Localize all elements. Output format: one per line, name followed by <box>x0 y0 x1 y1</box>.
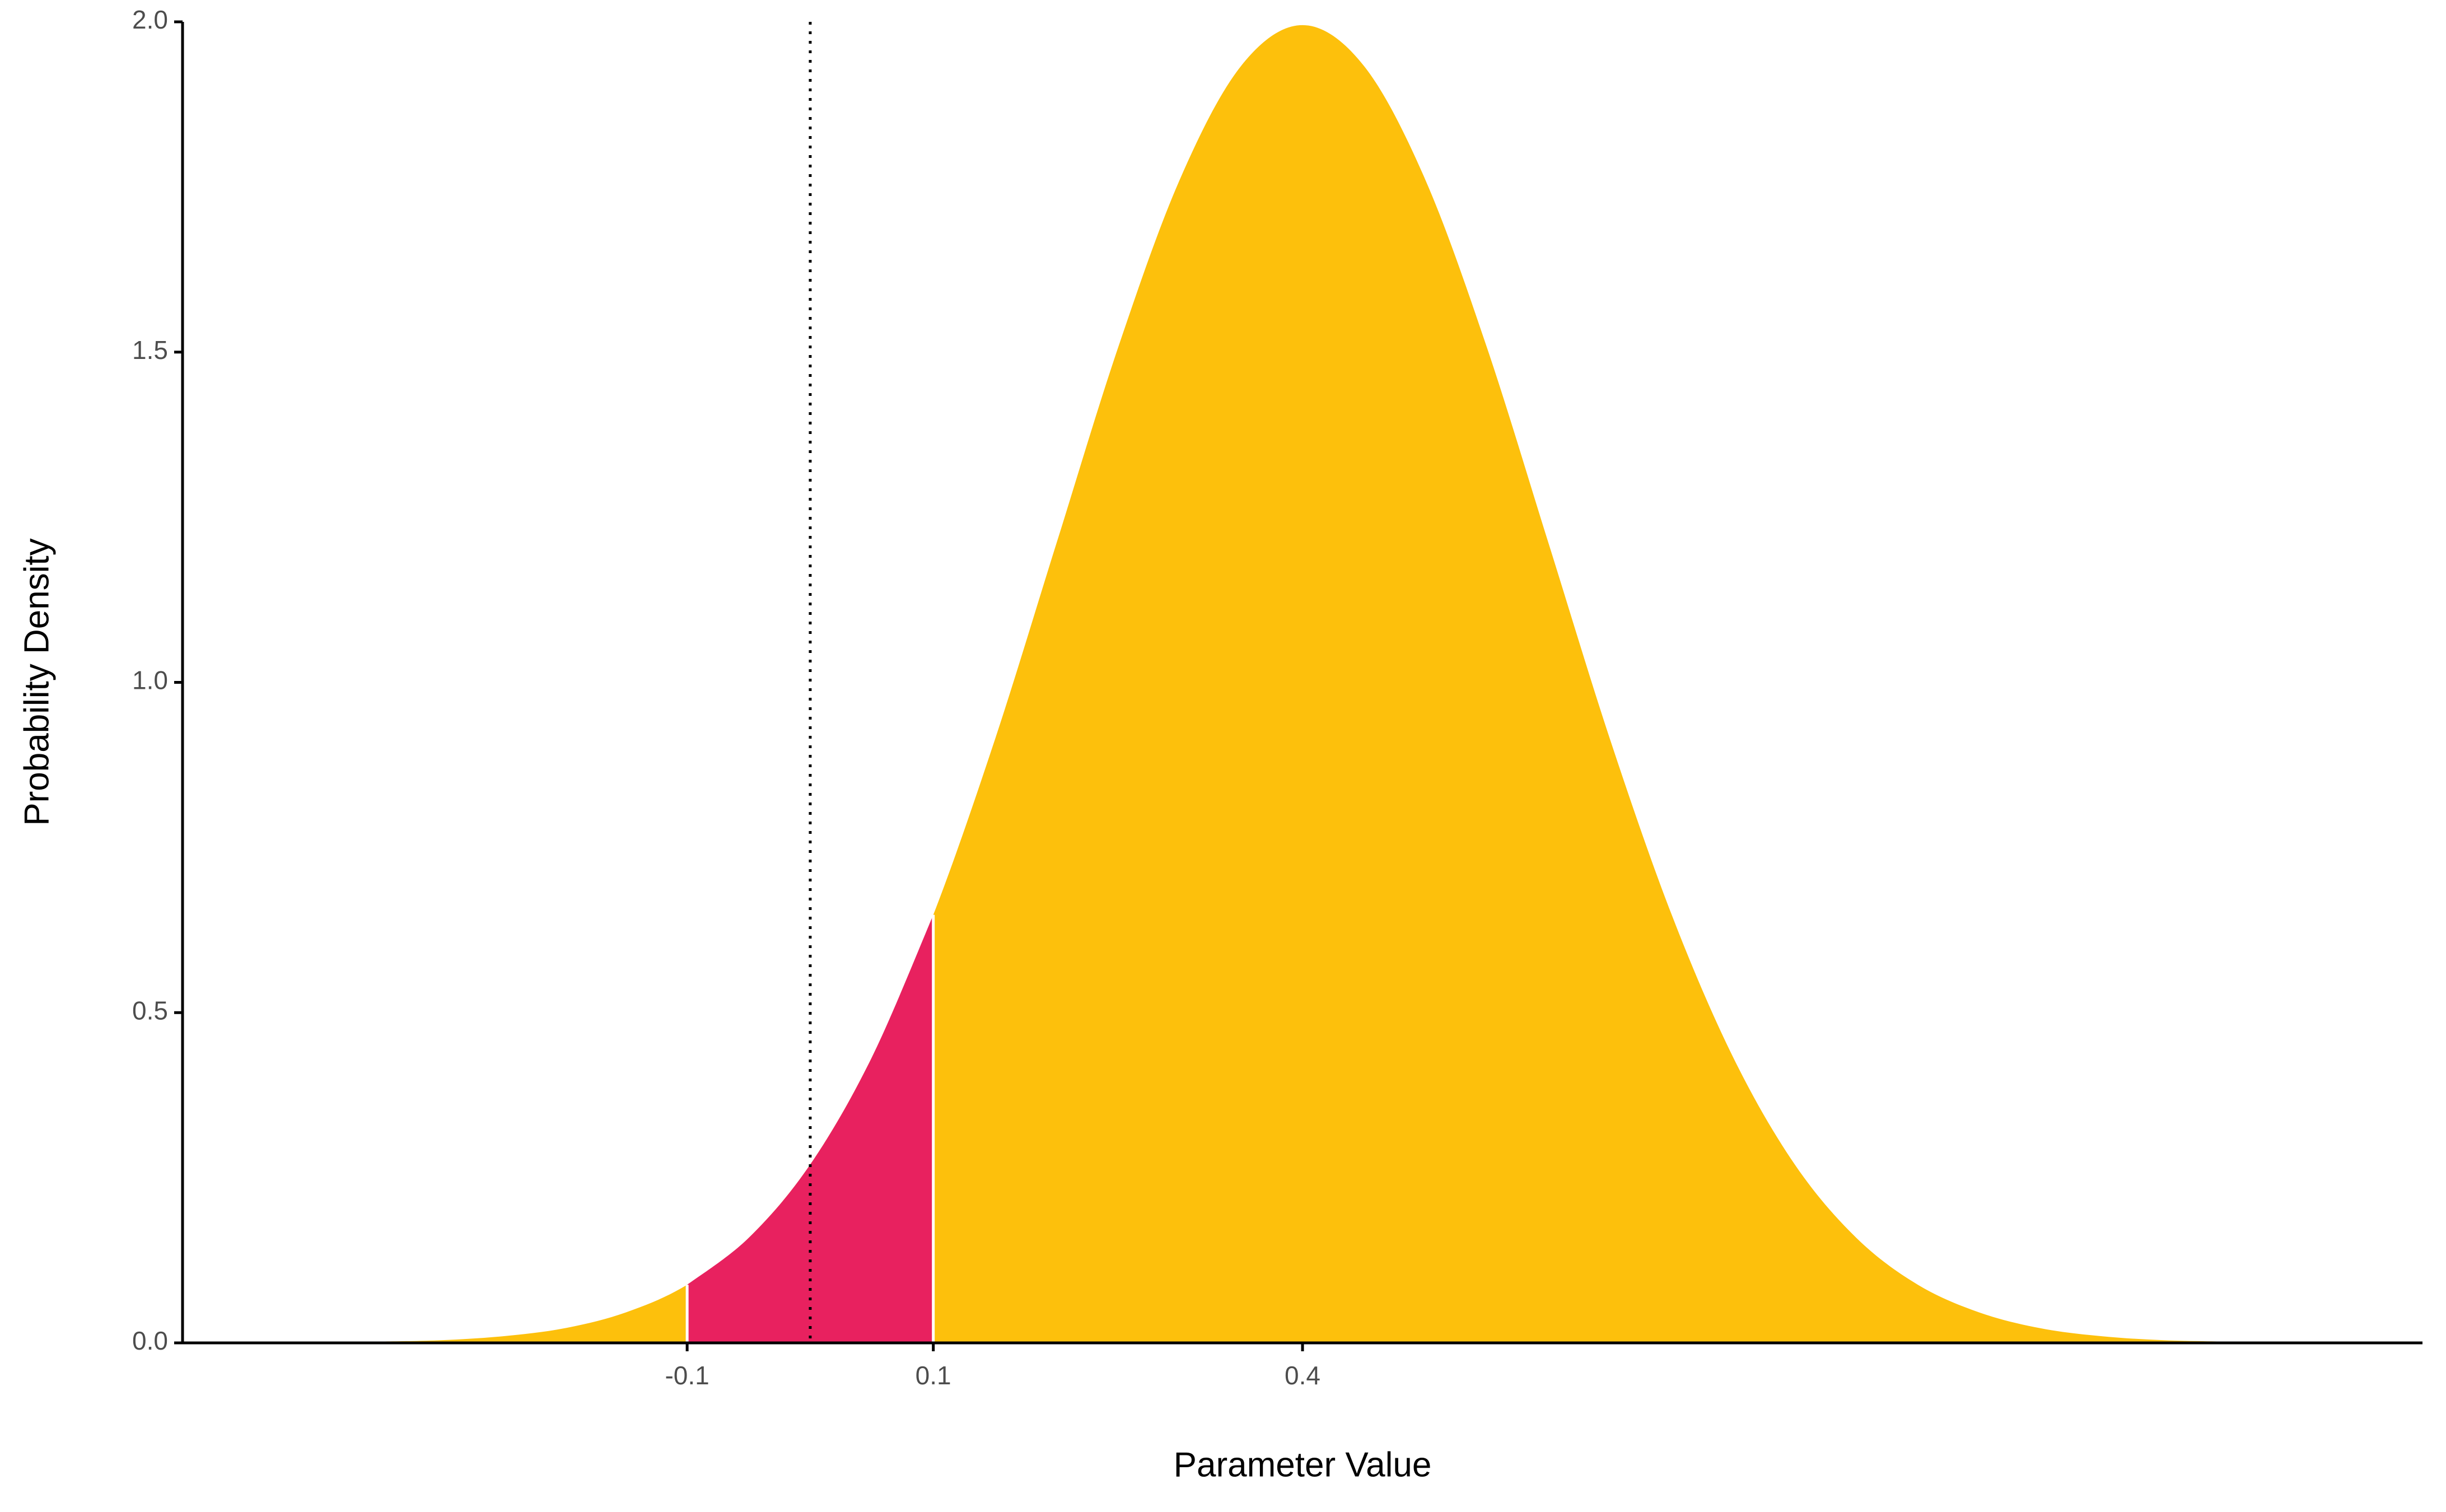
x-tick-label: 0.4 <box>1285 1361 1320 1390</box>
x-tick-label: 0.1 <box>916 1361 951 1390</box>
y-tick-label: 1.0 <box>132 666 168 695</box>
y-tick-label: 1.5 <box>132 335 168 365</box>
highlight-area <box>687 914 933 1343</box>
x-axis-title: Parameter Value <box>1174 1445 1432 1484</box>
y-axis-title: Probability Density <box>17 538 56 825</box>
y-tick-label: 0.0 <box>132 1326 168 1355</box>
y-tick-label: 2.0 <box>132 5 168 34</box>
density-area <box>379 25 2226 1343</box>
y-tick-label: 0.5 <box>132 996 168 1025</box>
x-tick-label: -0.1 <box>665 1361 709 1390</box>
